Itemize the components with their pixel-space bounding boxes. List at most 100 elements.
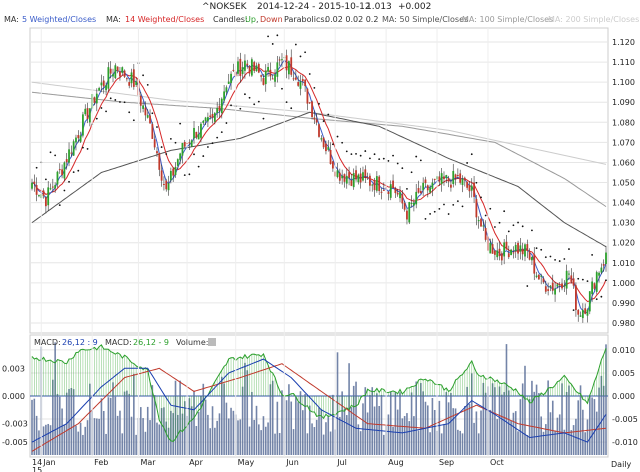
candle-up [121,67,124,73]
candle-up [554,288,556,295]
volume-bar [551,400,554,455]
volume-bar [290,401,293,455]
sar-dot [475,181,478,184]
sar-dot [211,142,214,145]
volume-bar [526,434,529,455]
sar-dot [193,153,195,156]
volume-bar [355,381,357,455]
volume-bar [491,383,494,455]
candle-up [299,81,302,89]
volume-bar [149,420,151,455]
sar-dot [512,224,515,227]
volume-bar [31,399,33,455]
candle-down [51,186,54,188]
volume-bar [547,380,549,455]
price-pane [29,27,609,334]
sar-dot [197,165,200,168]
price-tick-label: 1.110 [612,58,635,67]
candle-down [188,142,191,144]
sar-dot [586,280,589,283]
candle-up [56,171,59,185]
volume-bar [556,417,559,455]
month-tick-label: Apr [189,458,204,467]
sar-dot [253,103,256,106]
candle-down [139,95,142,106]
sar-dot [396,162,399,165]
volume-bar [54,342,56,455]
volume-bar [121,433,124,455]
candle-down [382,189,385,191]
volume-bar [241,386,244,455]
volume-bar [350,407,353,455]
volume-bar [512,412,515,455]
candle-down [209,115,212,118]
sar-dot [544,256,547,259]
candle-up [213,113,216,122]
candle-down [318,124,320,137]
sar-dot [591,254,594,256]
candle-down [355,170,357,180]
sar-dot [470,153,473,156]
volume-bar [359,431,362,455]
volume-bar [158,424,161,455]
ma100-label: MA: 100 Simple/Closes [462,15,554,24]
candle-down [149,115,151,124]
candle-up [142,105,144,109]
sar-dot [271,43,274,45]
volume-bar [260,430,262,455]
sar-dot [406,187,408,190]
candle-down [297,82,300,86]
volume-bar [517,431,519,455]
sar-dot [160,146,163,148]
candle-up [68,149,70,163]
candle-up [399,192,401,199]
candle-down [494,250,496,255]
volume-bar [352,385,355,455]
sar-dot [554,258,556,261]
sar-dot [438,207,441,210]
volume-bar [35,415,38,455]
candle-up [327,147,330,150]
month-tick-label: Sep [439,458,454,467]
volume-bar [160,408,163,455]
volume-bar [558,414,561,455]
candle-down [153,139,156,148]
volume-bar [403,416,406,455]
sar-dot [257,100,260,103]
price-tick-label: 1.080 [612,118,635,127]
volume-bar [188,398,191,455]
sar-dot [466,162,469,164]
candle-down [132,69,135,87]
sar-dot [146,83,149,86]
candle-down [366,177,369,179]
candle-up [357,174,360,183]
candle-down [269,69,272,77]
candle-up [169,170,172,181]
candle-up [220,98,223,114]
candle-up [482,225,485,227]
volume-bar [146,406,149,455]
macd-lines [31,358,607,452]
volume-bar [58,396,61,455]
volume-bar [77,431,80,455]
volume-bar [126,390,128,455]
sar-dot [322,120,325,122]
volume-bar [392,426,394,455]
volume-bar [510,420,512,455]
volume-bar [503,392,505,455]
volume-bar [63,424,66,455]
price-tick-label: 1.030 [612,219,635,228]
candle-up [179,153,182,161]
volume-bar [246,370,249,455]
candle-down [584,308,587,314]
candle-up [440,173,443,185]
candle-down [498,248,501,257]
sar-dot [239,107,242,110]
candle-up [225,87,228,93]
volume-bar [200,396,202,455]
ma-prefix: MA: [4,15,19,24]
candle-up [586,309,589,316]
candle-down [77,135,80,139]
volume-bar [130,416,133,455]
sar-dot [174,141,177,144]
